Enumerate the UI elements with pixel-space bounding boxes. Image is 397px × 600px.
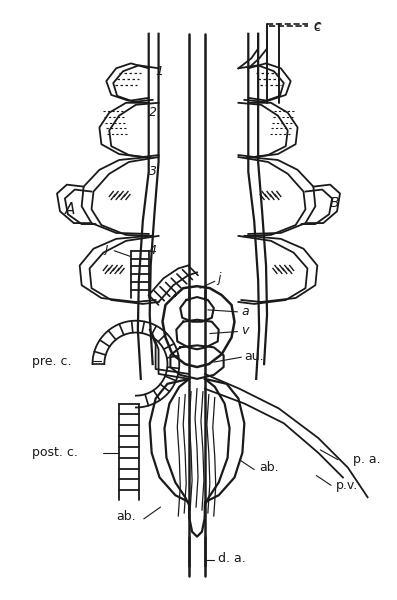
Text: A: A: [65, 202, 75, 217]
Text: post. c.: post. c.: [33, 446, 78, 460]
Text: p.v.: p.v.: [336, 479, 358, 492]
Text: d. a.: d. a.: [218, 552, 245, 565]
Text: 2: 2: [149, 106, 157, 119]
Text: j: j: [218, 272, 221, 285]
Text: c: c: [313, 19, 320, 32]
Text: ab.: ab.: [116, 511, 136, 523]
Text: 3: 3: [149, 166, 157, 178]
Text: a: a: [241, 305, 249, 319]
Text: pre. c.: pre. c.: [33, 355, 72, 368]
Text: v: v: [241, 324, 249, 337]
Text: ab.: ab.: [259, 461, 279, 474]
Text: au.: au.: [244, 350, 264, 363]
Text: 1: 1: [156, 65, 164, 78]
Text: 4: 4: [149, 244, 157, 257]
Text: p. a.: p. a.: [353, 453, 380, 466]
Text: j: j: [104, 242, 108, 255]
Text: c: c: [313, 20, 321, 34]
Text: B: B: [330, 196, 339, 211]
